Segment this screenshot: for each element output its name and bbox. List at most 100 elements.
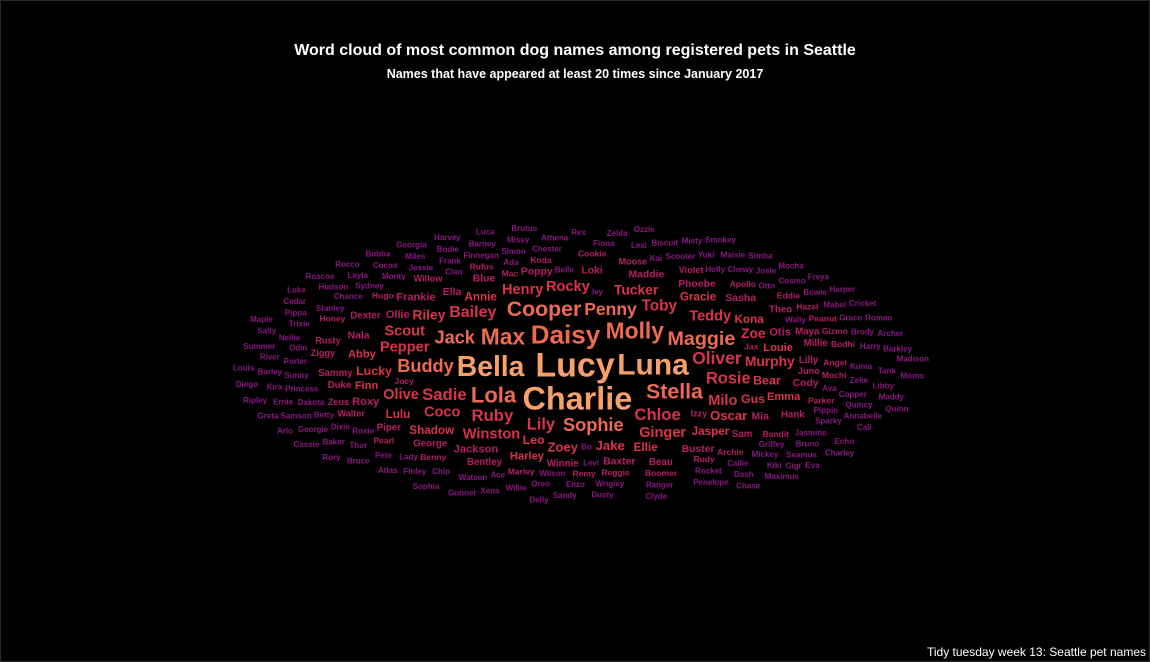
word-blue: Blue bbox=[473, 273, 496, 284]
word-pearl: Pearl bbox=[374, 436, 395, 446]
word-buster: Buster bbox=[682, 444, 715, 455]
word-annie: Annie bbox=[464, 291, 497, 304]
word-tank: Tank bbox=[878, 366, 897, 375]
word-brutus: Brutus bbox=[511, 224, 537, 233]
word-maisie: Maisie bbox=[721, 251, 746, 260]
word-cookie: Cookie bbox=[578, 249, 607, 259]
word-luca: Luca bbox=[476, 228, 495, 237]
word-finn: Finn bbox=[355, 380, 379, 392]
word-dash: Dash bbox=[734, 470, 754, 479]
word-mochi: Mochi bbox=[822, 370, 847, 380]
word-lulu: Lulu bbox=[386, 408, 411, 421]
word-samson: Samson bbox=[281, 412, 312, 421]
word-smokey: Smokey bbox=[705, 236, 736, 245]
word-moose: Moose bbox=[618, 257, 647, 267]
word-mac: Mac bbox=[502, 269, 519, 279]
word-wally: Wally bbox=[785, 316, 806, 325]
word-scout: Scout bbox=[384, 324, 425, 340]
word-ada: Ada bbox=[503, 258, 519, 267]
word-misty: Misty bbox=[682, 237, 703, 246]
word-biscuit: Biscuit bbox=[651, 238, 678, 247]
word-bowie: Bowie bbox=[803, 288, 827, 297]
word-dixie: Dixie bbox=[331, 423, 351, 432]
word-zeke: Zeke bbox=[850, 376, 869, 385]
word-ginger: Ginger bbox=[639, 425, 686, 441]
word-ozzie: Ozzie bbox=[634, 225, 655, 234]
word-eva: Eva bbox=[805, 461, 820, 470]
word-frank: Frank bbox=[439, 256, 461, 265]
word-oscar: Oscar bbox=[710, 408, 747, 423]
word-quincy: Quincy bbox=[845, 401, 873, 410]
word-rocky: Rocky bbox=[546, 279, 591, 295]
word-brody: Brody bbox=[851, 327, 875, 336]
word-harper: Harper bbox=[830, 285, 856, 294]
word-roxie: Roxie bbox=[352, 427, 374, 436]
word-chip: Chip bbox=[432, 467, 450, 476]
word-callie: Callie bbox=[727, 459, 749, 468]
word-hugo: Hugo bbox=[372, 291, 394, 301]
word-kira: Kira bbox=[267, 383, 283, 392]
word-ace: Ace bbox=[490, 471, 505, 480]
word-maple: Maple bbox=[250, 315, 273, 324]
word-winston: Winston bbox=[463, 427, 521, 443]
word-dexter: Dexter bbox=[350, 311, 380, 322]
word-willow: Willow bbox=[414, 274, 444, 284]
word-holly: Holly bbox=[705, 265, 725, 274]
word-cocoa: Cocoa bbox=[373, 261, 398, 270]
word-georgie: Georgie bbox=[298, 425, 329, 434]
word-kuma: Kuma bbox=[850, 362, 873, 371]
word-dakota: Dakota bbox=[298, 398, 325, 407]
word-bubba: Bubba bbox=[365, 250, 390, 259]
word-cassie: Cassie bbox=[294, 440, 320, 449]
word-harry: Harry bbox=[860, 342, 881, 351]
word-ziggy: Ziggy bbox=[311, 348, 336, 358]
word-kai: Kai bbox=[650, 254, 662, 263]
word-lola: Lola bbox=[471, 382, 517, 407]
word-nellie: Nellie bbox=[279, 333, 301, 342]
word-cooper: Cooper bbox=[507, 297, 582, 321]
chart-subtitle: Names that have appeared at least 20 tim… bbox=[386, 67, 764, 81]
word-ruby: Ruby bbox=[472, 406, 514, 425]
word-simba: Simba bbox=[748, 251, 773, 260]
word-yuki: Yuki bbox=[698, 251, 714, 260]
word-teddy: Teddy bbox=[689, 309, 732, 325]
word-otto: Otto bbox=[758, 281, 775, 290]
word-mabel: Mabel bbox=[823, 300, 846, 309]
word-marley: Marley bbox=[508, 467, 535, 477]
word-grace: Grace bbox=[839, 314, 862, 323]
word-zeus: Zeus bbox=[328, 397, 349, 407]
word-mia: Mia bbox=[752, 411, 770, 422]
word-rocco: Rocco bbox=[335, 260, 360, 269]
word-delly: Delly bbox=[530, 496, 550, 505]
word-henry: Henry bbox=[502, 282, 544, 298]
word-coco: Coco bbox=[424, 404, 461, 420]
word-hank: Hank bbox=[781, 409, 805, 420]
word-scooter: Scooter bbox=[666, 252, 696, 261]
word-lucky: Lucky bbox=[356, 364, 392, 378]
word-zelda: Zelda bbox=[607, 229, 628, 238]
word-pepper: Pepper bbox=[380, 340, 430, 356]
word-angel: Angel bbox=[823, 357, 847, 367]
word-louis: Louis bbox=[233, 364, 255, 373]
word-harvey: Harvey bbox=[434, 233, 461, 242]
word-penny: Penny bbox=[584, 299, 637, 319]
word-barkley: Barkley bbox=[883, 345, 912, 354]
word-momo: Momo bbox=[901, 372, 925, 381]
word-barley: Barley bbox=[258, 368, 283, 377]
word-phoebe: Phoebe bbox=[678, 279, 716, 290]
word-athena: Athena bbox=[541, 234, 569, 243]
word-bear: Bear bbox=[753, 374, 781, 388]
word-gigi: Gigi bbox=[785, 461, 801, 470]
word-harley: Harley bbox=[510, 451, 545, 463]
word-hudson: Hudson bbox=[319, 283, 349, 292]
word-archer: Archer bbox=[878, 329, 904, 338]
word-olive: Olive bbox=[383, 387, 419, 403]
word-roscoe: Roscoe bbox=[306, 272, 335, 281]
word-ranger: Ranger bbox=[646, 480, 674, 489]
word-sam: Sam bbox=[732, 429, 753, 440]
word-xena: Xena bbox=[480, 486, 500, 495]
word-copper: Copper bbox=[839, 390, 867, 399]
word-penelope: Penelope bbox=[693, 478, 729, 487]
word-poppy: Poppy bbox=[521, 267, 553, 278]
word-lily: Lily bbox=[527, 416, 556, 434]
